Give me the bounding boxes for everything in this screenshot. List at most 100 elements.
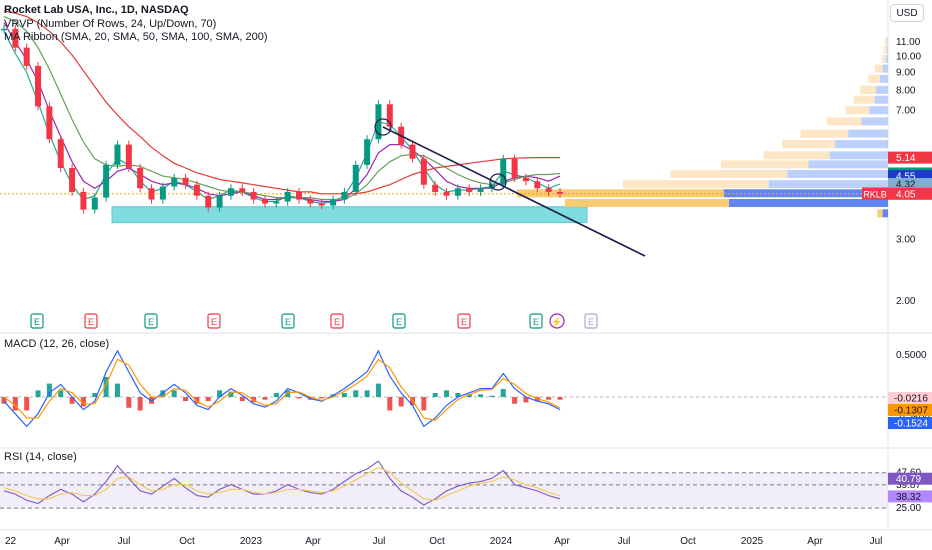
ma-line bbox=[3, 10, 560, 195]
time-tick-label: Oct bbox=[429, 536, 445, 547]
macd-histogram-bar bbox=[205, 397, 211, 402]
volume-profile-bar-down bbox=[883, 46, 887, 55]
trend-line bbox=[382, 126, 646, 257]
earnings-marker bbox=[207, 313, 221, 329]
macd-histogram-bar bbox=[171, 390, 177, 398]
macd-histogram-bar bbox=[69, 397, 75, 404]
volume-profile-bar-up bbox=[880, 74, 888, 83]
earnings-marker bbox=[330, 313, 344, 329]
candle-body bbox=[545, 188, 552, 192]
candle-body bbox=[205, 195, 212, 208]
time-tick-label: 2024 bbox=[490, 536, 513, 547]
currency-button[interactable]: USD bbox=[890, 4, 924, 22]
volume-profile-bar-up bbox=[882, 64, 888, 73]
price-label-box bbox=[888, 187, 932, 200]
earnings-marker-label: E bbox=[334, 317, 340, 327]
macd-histogram-bar bbox=[364, 390, 370, 398]
volume-profile-bar-up bbox=[887, 37, 888, 46]
macd-histogram-bar bbox=[46, 383, 52, 398]
rsi-legend[interactable]: RSI (14, close) bbox=[4, 451, 77, 463]
earnings-marker bbox=[30, 313, 44, 329]
macd-value-box bbox=[888, 392, 932, 404]
macd-tick-label: 0.5000 bbox=[896, 350, 927, 361]
earnings-marker-label: E bbox=[396, 317, 402, 327]
macd-histogram-bar bbox=[137, 397, 143, 411]
candle-body bbox=[250, 191, 257, 200]
ma-line bbox=[3, 31, 561, 205]
candle-body bbox=[103, 164, 110, 198]
macd-histogram-bar bbox=[353, 390, 359, 398]
rsi-value-text: 40.79 bbox=[896, 474, 921, 485]
time-tick-label: 22 bbox=[5, 536, 17, 547]
time-tick-label: Oct bbox=[179, 536, 195, 547]
volume-profile-bar-down bbox=[763, 151, 830, 160]
macd-histogram-bar bbox=[149, 397, 155, 404]
rsi-tick-label: 25.00 bbox=[896, 503, 921, 514]
earnings-marker bbox=[457, 313, 471, 329]
price-tick-label: 2.00 bbox=[896, 296, 916, 307]
volume-profile-bar-up bbox=[848, 129, 888, 138]
volume-profile-bar-down bbox=[860, 85, 877, 94]
candle-body bbox=[114, 144, 121, 165]
macd-histogram-bar bbox=[262, 397, 268, 400]
candle-body bbox=[171, 177, 178, 187]
candle-body bbox=[227, 188, 234, 196]
trend-pivot-circle bbox=[489, 173, 507, 191]
volume-profile-bar-down bbox=[845, 106, 870, 115]
macd-histogram-bar bbox=[126, 397, 132, 408]
candle-body bbox=[1, 28, 7, 31]
macd-histogram-bar bbox=[228, 391, 234, 398]
rsi-line bbox=[3, 466, 561, 501]
volume-profile-bar-up bbox=[882, 209, 888, 218]
price-label-text: 4.05 bbox=[896, 189, 916, 200]
price-tick-label: 3.00 bbox=[896, 234, 916, 245]
price-tick-label: 8.00 bbox=[896, 85, 916, 96]
candle-body bbox=[500, 158, 507, 185]
candle-body bbox=[216, 195, 223, 208]
macd-histogram-bar bbox=[375, 383, 381, 398]
earnings-marker bbox=[144, 313, 158, 329]
candle-body bbox=[284, 191, 291, 202]
time-tick-label: 2023 bbox=[240, 536, 263, 547]
macd-histogram-bar bbox=[512, 397, 518, 404]
macd-histogram-bar bbox=[455, 393, 461, 398]
candle-body bbox=[273, 201, 280, 204]
volume-profile-bar-up bbox=[835, 140, 888, 149]
candle-body bbox=[193, 184, 200, 196]
time-tick-label: Oct bbox=[680, 536, 696, 547]
vrvp-legend[interactable]: VRVP (Number Of Rows, 24, Up/Down, 70) bbox=[4, 18, 217, 30]
ma-ribbon-legend[interactable]: MA Ribbon (SMA, 20, SMA, 50, SMA, 100, S… bbox=[4, 31, 268, 43]
rsi-value-box bbox=[888, 490, 932, 503]
macd-histogram-bar bbox=[273, 393, 279, 398]
dividend-marker bbox=[549, 313, 565, 329]
macd-histogram-bar bbox=[296, 397, 302, 399]
price-tick-label: 10.00 bbox=[896, 51, 921, 62]
earnings-marker-label: E bbox=[211, 317, 217, 327]
price-tick-label: 11.00 bbox=[896, 37, 921, 48]
macd-histogram-bar bbox=[341, 393, 347, 398]
earnings-marker-label: E bbox=[34, 317, 40, 327]
earnings-marker-label: E bbox=[588, 317, 594, 327]
time-tick-label: Apr bbox=[807, 536, 823, 547]
macd-histogram-bar bbox=[12, 397, 18, 411]
macd-histogram-bar bbox=[114, 383, 120, 398]
volume-profile-bar-down bbox=[670, 169, 788, 178]
macd-histogram-bar bbox=[92, 393, 98, 398]
volume-profile-bar-up bbox=[787, 169, 888, 178]
rsi-value-text: 38.32 bbox=[896, 492, 921, 503]
volume-profile-bar-up bbox=[768, 180, 888, 189]
macd-legend[interactable]: MACD (12, 26, close) bbox=[4, 338, 110, 350]
candle-body bbox=[12, 28, 19, 48]
macd-histogram-bar bbox=[183, 397, 189, 402]
candle-body bbox=[466, 188, 473, 192]
macd-histogram-bar bbox=[35, 390, 41, 398]
earnings-marker bbox=[529, 313, 543, 329]
macd-histogram-bar bbox=[466, 394, 472, 398]
rsi-band-fill bbox=[0, 472, 888, 509]
candle-body bbox=[239, 188, 246, 192]
candle-body bbox=[352, 164, 359, 192]
candle-body bbox=[375, 104, 382, 140]
macd-histogram-bar bbox=[546, 397, 552, 400]
time-tick-label: Apr bbox=[554, 536, 570, 547]
